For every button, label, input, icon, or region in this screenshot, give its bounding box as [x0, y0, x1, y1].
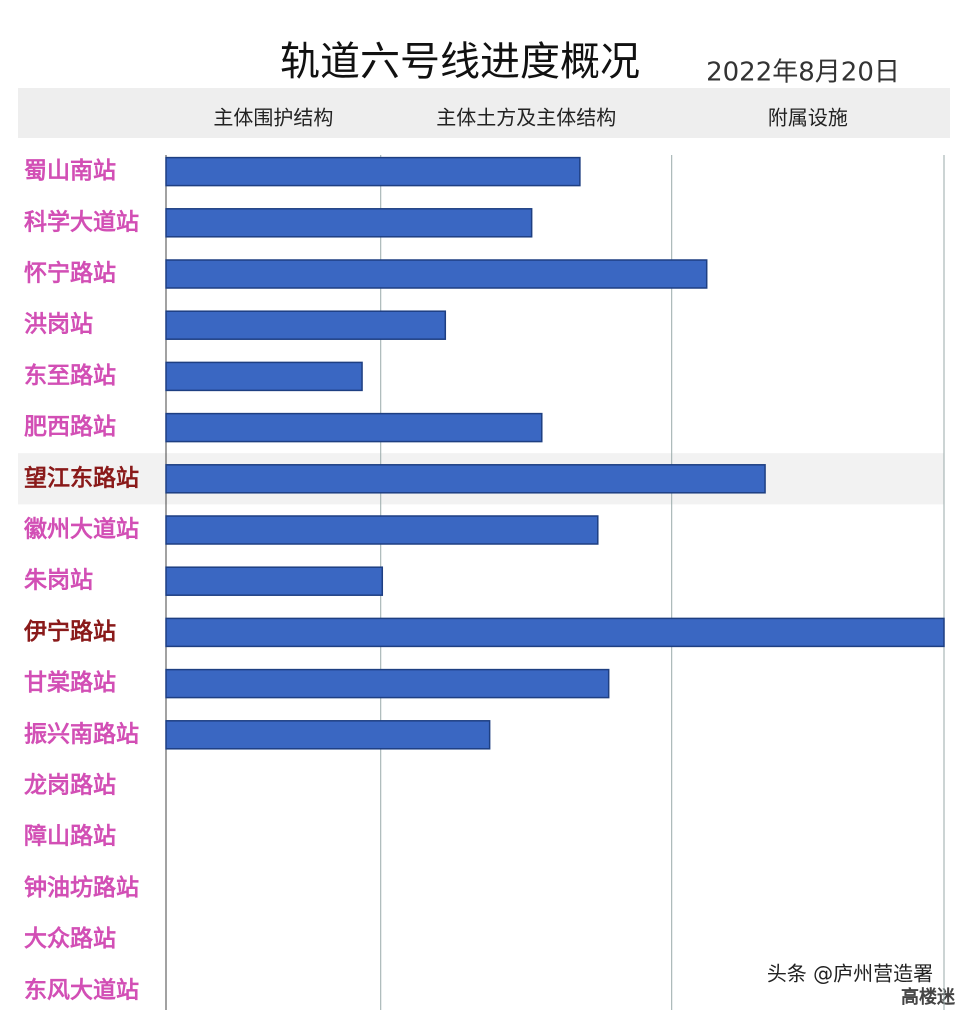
y-tick-label: 肥西路站 — [24, 413, 116, 440]
y-tick-label: 徽州大道站 — [23, 516, 139, 543]
y-tick-label: 障山路站 — [24, 823, 116, 850]
watermark: 高楼迷 — [901, 986, 956, 1008]
y-tick-label: 东风大道站 — [24, 976, 139, 1003]
y-tick-label: 朱岗站 — [24, 568, 93, 594]
bar — [165, 617, 945, 648]
y-tick-label: 科学大道站 — [24, 208, 139, 235]
y-tick-label: 振兴南路站 — [24, 720, 139, 747]
bar — [165, 361, 363, 392]
y-tick-label: 怀宁路站 — [24, 260, 116, 287]
header-band — [18, 88, 950, 138]
y-tick-label: 望江东路站 — [24, 464, 139, 491]
bar — [165, 412, 543, 443]
phase-label: 主体土方及主体结构 — [436, 106, 616, 130]
bar — [165, 566, 384, 596]
bar — [165, 464, 766, 494]
y-tick-label: 蜀山南站 — [24, 158, 116, 184]
phase-label: 主体围护结构 — [213, 106, 333, 130]
y-tick-label: 伊宁路站 — [23, 618, 116, 645]
y-tick-label: 钟油坊路站 — [24, 874, 139, 901]
bar — [165, 156, 581, 187]
watermark: 头条 @庐州营造署 — [767, 962, 933, 986]
y-tick-label: 东至路站 — [24, 362, 116, 389]
bar — [165, 208, 533, 238]
y-tick-label: 龙岗路站 — [24, 772, 116, 799]
bar — [165, 720, 491, 750]
bar — [165, 515, 599, 545]
chart-subtitle: 2022年8月20日 — [706, 58, 900, 88]
y-tick-label: 甘棠路站 — [24, 669, 116, 696]
chart-title: 轨道六号线进度概况 — [280, 39, 640, 85]
phase-label: 附属设施 — [768, 106, 848, 130]
bar — [165, 259, 708, 289]
y-tick-label: 洪岗站 — [24, 312, 93, 338]
bar — [165, 668, 610, 699]
y-tick-label: 大众路站 — [24, 925, 116, 952]
bar — [165, 310, 447, 340]
